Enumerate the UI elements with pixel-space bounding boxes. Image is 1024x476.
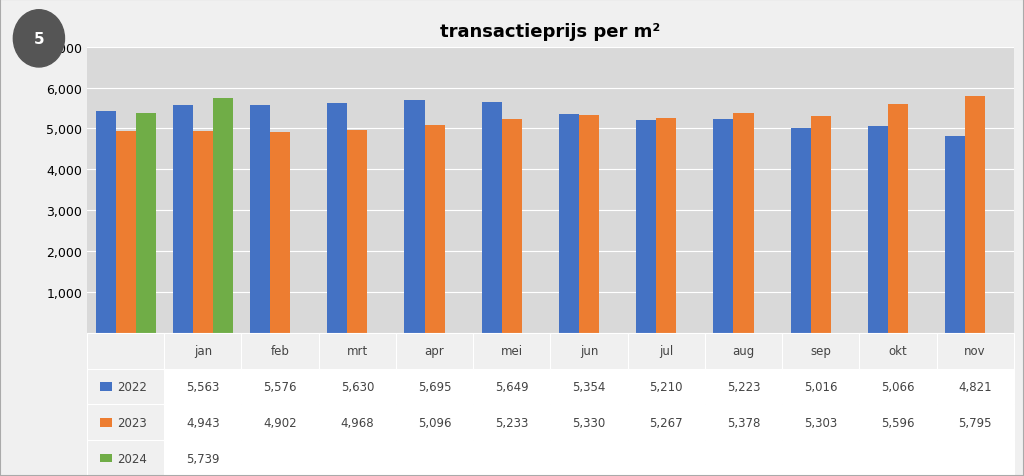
Bar (481, 103, 502, 333)
Bar (425, 125, 444, 333)
Bar (791, 129, 811, 333)
Bar (404, 101, 425, 333)
Bar (656, 119, 676, 333)
Bar (559, 115, 579, 333)
Text: 2023: 2023 (118, 416, 147, 429)
Text: 2024: 2024 (118, 452, 147, 465)
Bar (270, 133, 290, 333)
Bar (867, 127, 888, 333)
Bar (193, 131, 213, 333)
Bar (173, 106, 193, 333)
Bar (636, 120, 656, 333)
Bar (965, 97, 985, 333)
Bar (116, 132, 136, 333)
Bar (888, 105, 908, 333)
Bar (714, 120, 733, 333)
Bar (136, 114, 156, 333)
Bar (250, 106, 270, 333)
Bar (347, 130, 368, 333)
Bar (945, 137, 965, 333)
Title: transactieprijs per m²: transactieprijs per m² (440, 22, 660, 40)
Text: 5: 5 (34, 32, 44, 47)
Bar (733, 114, 754, 333)
Bar (579, 116, 599, 333)
Text: 2022: 2022 (118, 380, 147, 393)
Bar (95, 112, 116, 333)
Bar (502, 119, 522, 333)
Bar (213, 99, 233, 333)
Circle shape (13, 11, 65, 68)
Bar (328, 103, 347, 333)
Bar (811, 117, 830, 333)
